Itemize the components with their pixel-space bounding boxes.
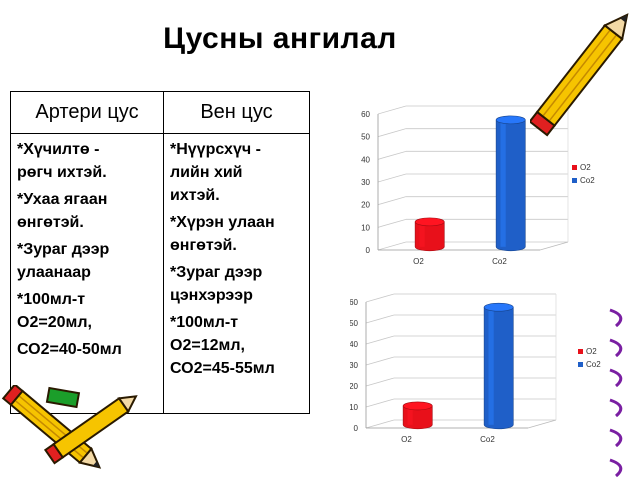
gridline-diag [377, 128, 407, 138]
y-tick-label: 30 [350, 361, 359, 370]
gridline-diag [377, 173, 407, 183]
bar-highlight [500, 119, 506, 247]
artery-line: *100мл-т [17, 291, 86, 308]
header-artery: Артери цус [10, 91, 164, 134]
bar [483, 302, 514, 430]
pencil-icon [1, 385, 138, 469]
x-tick-label: Co2 [480, 435, 495, 444]
artery-line: *Ухаа ягаан [17, 191, 108, 208]
legend-swatch [572, 178, 577, 183]
gridline-diag [365, 419, 395, 429]
y-tick-label: 0 [354, 424, 359, 433]
vein-line: лийн хий [170, 164, 243, 181]
artery-cell: *Хүчилтө - рөгч ихтэй. *Ухаа ягаан өнгөт… [10, 133, 164, 414]
artery-line: О2=20мл, [17, 314, 92, 331]
gridline-diag [365, 398, 395, 408]
y-tick-label: 50 [350, 319, 359, 328]
gridline-diag [377, 105, 407, 115]
chart-plot: 0 10 20 30 40 50 60 O2 Co2 O2 Co2 [361, 105, 595, 266]
legend-label: O2 [586, 347, 597, 356]
vein-line: СО2=45-55мл [170, 360, 275, 377]
y-tick-label: 40 [350, 340, 359, 349]
gridline-diag [365, 356, 395, 366]
gridline-diag [365, 335, 395, 345]
vein-cell: *Нүүрсхүч - лийн хий ихтэй. *Хүрэн улаан… [163, 133, 310, 414]
artery-line: өнгөтэй. [17, 214, 84, 231]
legend-swatch [578, 362, 583, 367]
y-tick-label: 50 [361, 133, 370, 142]
gridline-diag [377, 196, 407, 206]
artery-line: СО2=40-50мл [17, 341, 122, 358]
y-tick-label: 20 [361, 201, 370, 210]
page-title: Цусны ангилал [163, 22, 397, 55]
artery-line: *Зураг дээр [17, 241, 110, 258]
legend-swatch [578, 349, 583, 354]
bar-top [495, 115, 526, 125]
bar-top [402, 401, 433, 411]
artery-line: улаанаар [17, 264, 91, 281]
gridline-diag [377, 218, 407, 228]
spiral-binding-icon [609, 308, 623, 478]
bar-chart-top: 0 10 20 30 40 50 60 O2 Co2 O2 Co2 [361, 105, 595, 266]
gridline-diag [365, 377, 395, 387]
bar [495, 115, 526, 252]
bar-body [483, 306, 514, 430]
gridline-diag [377, 241, 407, 251]
x-tick-label: O2 [401, 435, 412, 444]
y-tick-label: 10 [350, 403, 359, 412]
floor-edge [539, 241, 569, 251]
artery-line: рөгч ихтэй. [17, 164, 107, 181]
legend-label: Co2 [586, 360, 601, 369]
pencil-icon [530, 13, 629, 137]
y-tick-label: 40 [361, 155, 370, 164]
y-tick-label: 10 [361, 223, 370, 232]
bar-body [414, 221, 445, 252]
y-tick-label: 30 [361, 178, 370, 187]
bar-highlight [488, 307, 494, 425]
legend-label: O2 [580, 163, 591, 172]
comparison-table: Артери цус Вен цус *Хүчилтө - рөгч ихтэй… [10, 91, 310, 414]
bar-top [483, 302, 514, 312]
gridline-diag [377, 150, 407, 160]
legend-swatch [572, 165, 577, 170]
vein-line: ихтэй. [170, 187, 220, 204]
vein-line: *Нүүрсхүч - [170, 141, 261, 158]
vein-line: *Хүрэн улаан [170, 214, 275, 231]
floor-edge [527, 419, 557, 429]
legend-label: Co2 [580, 176, 595, 185]
y-tick-label: 60 [361, 110, 370, 119]
gridline-diag [365, 314, 395, 324]
y-tick-label: 0 [366, 246, 371, 255]
vein-line: цэнхэрээр [170, 287, 253, 304]
vein-line: *Зураг дээр [170, 264, 263, 281]
bar-highlight [419, 221, 425, 247]
vein-line: *100мл-т [170, 314, 239, 331]
bar-highlight [407, 405, 413, 425]
vein-line: О2=12мл, [170, 337, 245, 354]
gridline-diag [365, 293, 395, 303]
bar-top [414, 217, 445, 227]
header-vein: Вен цус [163, 91, 310, 134]
y-tick-label: 60 [350, 298, 359, 307]
bar [402, 401, 433, 430]
x-tick-label: O2 [413, 257, 424, 266]
chart-plot: 0 10 20 30 40 50 60 O2 Co2 O2 Co2 [350, 293, 601, 444]
bar-chart-bottom: 0 10 20 30 40 50 60 O2 Co2 O2 Co2 [350, 293, 601, 444]
x-tick-label: Co2 [492, 257, 507, 266]
bar-body [495, 119, 526, 252]
vein-line: өнгөтэй. [170, 237, 237, 254]
y-tick-label: 20 [350, 382, 359, 391]
bar [414, 217, 445, 252]
artery-line: *Хүчилтө - [17, 141, 100, 158]
